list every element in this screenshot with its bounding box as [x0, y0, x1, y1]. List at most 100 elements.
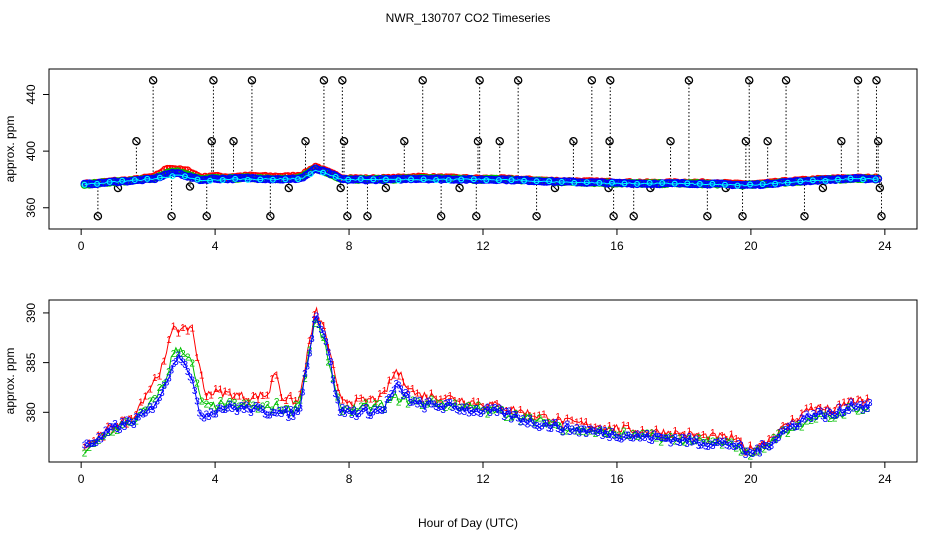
- spike-point: [339, 136, 349, 146]
- data-point-label: 3: [415, 399, 421, 410]
- data-point-label: 2: [119, 420, 125, 431]
- data-point-label: 3: [297, 403, 303, 414]
- data-point-label: 3: [792, 423, 798, 434]
- data-point-label: 2: [851, 403, 857, 414]
- data-point: [269, 176, 276, 183]
- data-point-label: 1: [171, 321, 177, 332]
- data-point-label: 3: [461, 407, 467, 418]
- data-point: [634, 180, 641, 187]
- data-point-label: 3: [267, 410, 273, 421]
- data-point: [772, 180, 779, 187]
- data-point-label: 1: [649, 428, 655, 439]
- data-point-label: 2: [687, 434, 693, 445]
- data-point-label: 1: [471, 397, 477, 408]
- data-point-label: 3: [858, 400, 864, 411]
- data-point-label: 2: [832, 413, 838, 424]
- data-point-label: 3: [841, 408, 847, 419]
- spike-point-mark: [533, 213, 540, 219]
- data-point-label: 2: [813, 414, 819, 425]
- data-point-label: 2: [771, 433, 777, 444]
- data-point-label: 3: [626, 431, 632, 442]
- data-point-label: 2: [147, 397, 153, 408]
- data-point-label: 3: [837, 403, 843, 414]
- data-point-label: 3: [234, 407, 240, 418]
- data-point-label: 1: [607, 421, 613, 432]
- data-point-label: 1: [780, 421, 786, 432]
- data-point-label: 2: [443, 403, 449, 414]
- data-point-label: 3: [743, 450, 749, 461]
- data-point-label: 3: [377, 405, 383, 416]
- data-point-label: 3: [393, 379, 399, 390]
- data-point: [562, 177, 571, 186]
- spike-point-mark: [570, 138, 577, 144]
- data-point-label: 2: [250, 400, 256, 411]
- data-point-label: 1: [199, 371, 205, 382]
- data-point-label: 3: [457, 406, 463, 417]
- data-point: [445, 177, 452, 184]
- data-point-label: 3: [691, 436, 697, 447]
- data-point-label: 3: [213, 410, 219, 421]
- data-point-label: 1: [452, 396, 458, 407]
- data-point: [659, 179, 666, 186]
- data-point-label: 3: [403, 388, 409, 399]
- data-point-label: 1: [185, 326, 191, 337]
- spike-point: [741, 136, 751, 146]
- data-point-label: 3: [222, 405, 228, 416]
- data-point-label: 2: [855, 407, 861, 418]
- data-point-label: 3: [466, 408, 472, 419]
- data-point: [244, 176, 251, 183]
- x-tick-label: 24: [878, 472, 892, 486]
- spike-point-mark: [321, 77, 327, 83]
- top-panel: 0 4 8 12 16 20 24 360 400 440: [24, 68, 918, 253]
- data-point-label: 3: [668, 438, 674, 449]
- data-point-label: 3: [295, 407, 301, 418]
- spike-point: [338, 76, 347, 85]
- data-point-label: 3: [862, 399, 868, 410]
- spike-point-mark: [704, 213, 711, 219]
- data-point: [433, 176, 440, 183]
- data-point: [809, 177, 816, 184]
- data-point-label: 3: [260, 405, 266, 416]
- data-point-label: 3: [239, 401, 245, 412]
- data-point-label: 3: [255, 402, 261, 413]
- data-point-label: 3: [103, 425, 109, 436]
- data-point: [696, 180, 703, 187]
- data-point-label: 3: [293, 406, 299, 417]
- data-point-label: 2: [738, 448, 744, 459]
- data-point-label: 3: [91, 439, 97, 450]
- data-point-label: 3: [147, 402, 153, 413]
- data-point-label: 3: [215, 404, 221, 415]
- data-point-label: 3: [98, 434, 104, 445]
- figure-title: NWR_130707 CO2 Timeseries: [386, 11, 551, 25]
- data-point-label: 3: [354, 412, 360, 423]
- data-point-label: 1: [654, 424, 660, 435]
- data-point: [856, 174, 865, 182]
- data-point-label: 3: [422, 404, 428, 415]
- data-point-label: 3: [750, 449, 756, 460]
- spike-point-mark: [204, 213, 210, 219]
- data-point-label: 3: [129, 418, 135, 429]
- data-point-label: 3: [656, 432, 662, 443]
- data-point-label: 3: [443, 399, 449, 410]
- data-point-label: 2: [818, 409, 824, 420]
- data-point-label: 1: [701, 430, 707, 441]
- spike-point-mark: [855, 77, 861, 83]
- data-point-label: 1: [218, 384, 224, 395]
- data-point-label: 1: [808, 402, 814, 413]
- data-point-label: 3: [408, 398, 414, 409]
- data-point-label: 2: [804, 417, 810, 428]
- data-point-label: 2: [837, 408, 843, 419]
- data-point: [646, 179, 653, 186]
- data-point-label: 3: [487, 408, 493, 419]
- data-point-label: 3: [192, 386, 198, 397]
- data-point-label: 3: [715, 438, 721, 449]
- spike-point-mark: [249, 77, 255, 83]
- data-point: [713, 179, 722, 188]
- spike-point: [209, 76, 218, 85]
- series-line: [84, 318, 871, 457]
- data-point-label: 3: [548, 424, 554, 435]
- data-point-label: 2: [321, 333, 327, 344]
- spike-point: [167, 212, 176, 221]
- data-point-label: 2: [466, 401, 472, 412]
- spike-point-mark: [606, 138, 613, 144]
